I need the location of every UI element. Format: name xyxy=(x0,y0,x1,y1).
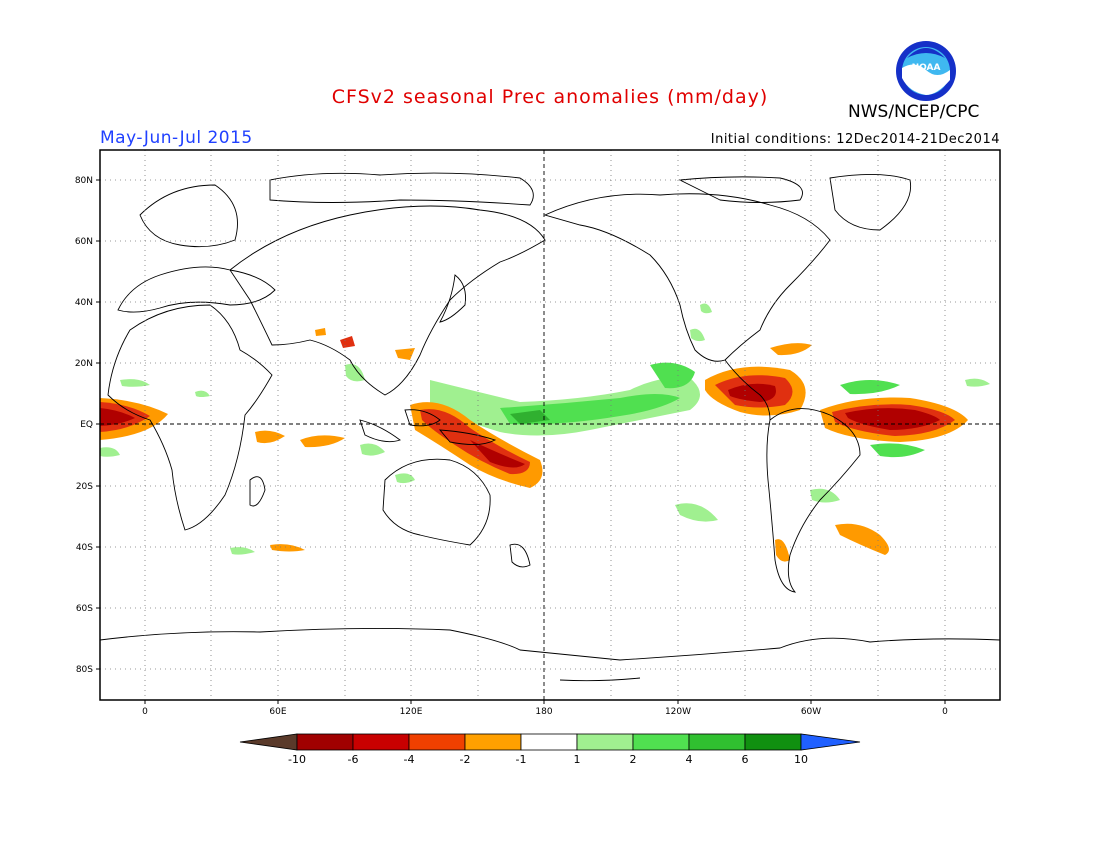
colorbar-label: -1 xyxy=(516,753,527,766)
colorbar-swatch xyxy=(744,733,802,751)
initial-conditions: Initial conditions: 12Dec2014-21Dec2014 xyxy=(710,132,1000,147)
equator-dateline xyxy=(100,150,1000,700)
colorbar-swatch xyxy=(576,733,634,751)
colorbar-label: -2 xyxy=(460,753,471,766)
lat-label: 40S xyxy=(76,543,93,553)
colorbar-label: 4 xyxy=(686,753,693,766)
lat-label: 80N xyxy=(75,176,93,186)
lat-label: 20N xyxy=(75,359,93,369)
map-title: CFSv2 seasonal Prec anomalies (mm/day) xyxy=(331,86,769,108)
lon-label: 120E xyxy=(400,707,423,717)
noaa-logo-icon: NOAA xyxy=(896,41,956,101)
lon-label: 0 xyxy=(942,707,948,717)
lat-label: 60N xyxy=(75,237,93,247)
lon-label: 60W xyxy=(801,707,821,717)
lat-label: EQ xyxy=(80,420,93,430)
colorbar-label: 2 xyxy=(630,753,637,766)
colorbar-label: 6 xyxy=(742,753,749,766)
colorbar-swatch xyxy=(408,733,466,751)
logo-text: NOAA xyxy=(912,63,941,73)
colorbar-label: 10 xyxy=(794,753,808,766)
lat-label: 60S xyxy=(76,604,93,614)
lon-label: 120W xyxy=(665,707,691,717)
lon-label: 60E xyxy=(269,707,286,717)
latitude-labels: 80N 60N 40N 20N EQ 20S 40S 60S 80S xyxy=(75,176,93,675)
longitude-labels: 0 60E 120E 180 120W 60W 0 xyxy=(142,707,948,717)
colorbar-swatch xyxy=(296,733,354,751)
colorbar-arrow-right xyxy=(800,733,861,751)
colorbar-label: 1 xyxy=(574,753,581,766)
colorbar-swatch xyxy=(520,733,578,751)
lat-label: 40N xyxy=(75,298,93,308)
colorbar-label: -6 xyxy=(348,753,359,766)
colorbar: -10 -6 -4 -2 -1 1 2 4 6 10 xyxy=(239,733,861,766)
graticule xyxy=(100,150,1000,700)
colorbar-swatch xyxy=(632,733,690,751)
anomaly-fields xyxy=(100,303,990,562)
coastlines xyxy=(99,172,1001,682)
lon-label: 180 xyxy=(535,707,552,717)
lon-label: 0 xyxy=(142,707,148,717)
colorbar-swatch xyxy=(688,733,746,751)
colorbar-label: -10 xyxy=(288,753,306,766)
colorbar-label: -4 xyxy=(404,753,415,766)
lat-label: 20S xyxy=(76,482,93,492)
lat-label: 80S xyxy=(76,665,93,675)
colorbar-arrow-left xyxy=(239,733,298,751)
forecast-period: May-Jun-Jul 2015 xyxy=(100,128,253,148)
map-frame xyxy=(99,149,1001,701)
agency-name: NWS/NCEP/CPC xyxy=(848,102,980,122)
colorbar-swatch xyxy=(464,733,522,751)
colorbar-swatch xyxy=(352,733,410,751)
